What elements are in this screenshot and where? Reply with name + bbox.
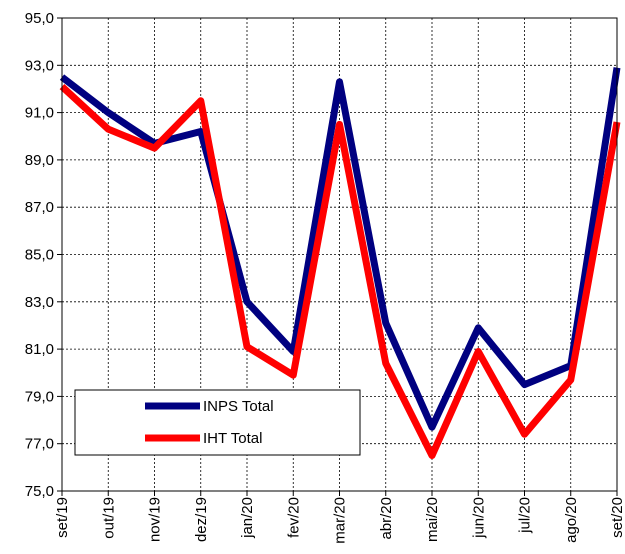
y-tick-label: 83,0 <box>25 294 54 311</box>
y-tick-label: 93,0 <box>25 57 54 74</box>
x-tick-label: out/19 <box>100 497 117 539</box>
y-tick-label: 75,0 <box>25 483 54 500</box>
legend-label: INPS Total <box>203 398 274 415</box>
y-tick-label: 89,0 <box>25 152 54 169</box>
series-line <box>59 84 621 460</box>
x-tick-label: abr/20 <box>378 497 395 540</box>
x-tick-label: jul/20 <box>517 497 534 534</box>
x-tick-label: mar/20 <box>332 497 349 544</box>
x-tick-label: dez/19 <box>193 497 210 542</box>
legend-box <box>74 389 361 456</box>
y-tick-label: 79,0 <box>25 388 54 405</box>
legend: INPS Total IHT Total <box>74 389 361 456</box>
legend-label: IHT Total <box>203 430 262 447</box>
x-tick-label: jan/20 <box>239 497 256 539</box>
y-tick-label: 85,0 <box>25 247 54 264</box>
x-tick-label: ago/20 <box>563 497 580 543</box>
y-tick-label: 95,0 <box>25 10 54 27</box>
x-tick-label: fev/20 <box>285 497 302 538</box>
plot-frame <box>61 17 618 492</box>
y-tick-label: 81,0 <box>25 341 54 358</box>
y-tick-label: 91,0 <box>25 105 54 122</box>
x-tick-label: jun/20 <box>470 497 487 539</box>
y-tick-label: 77,0 <box>25 436 54 453</box>
lines <box>59 67 621 460</box>
axes: 75,0 77,0 79,0 81,0 83,0 85,0 87,0 89,0 91,0 93,0… <box>25 10 625 544</box>
y-tick-label: 87,0 <box>25 199 54 216</box>
x-tick-label: nov/19 <box>147 497 164 542</box>
x-tick-label: mai/20 <box>424 497 441 542</box>
x-tick-label: set/20 <box>609 497 625 538</box>
x-tick-label: set/19 <box>54 497 71 538</box>
